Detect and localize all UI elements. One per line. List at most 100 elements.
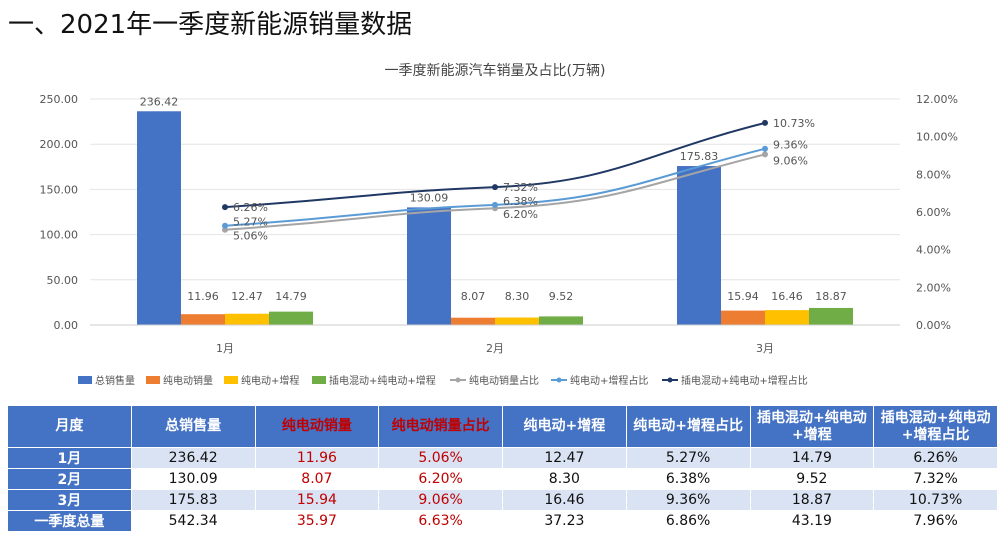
bar-label: 175.83 [680,150,719,163]
column-header: 总销售量 [130,405,256,448]
bar-label: 14.79 [275,290,307,303]
column-header: 纯电动+增程 [502,405,627,448]
table-cell: 15.94 [254,489,380,511]
line-label: 6.26% [233,201,268,214]
bar-1 [721,310,765,325]
line-point [492,201,498,208]
table-cell: 11.96 [254,447,380,469]
bar-label: 236.42 [140,95,179,108]
line-label: 9.06% [773,154,808,167]
bar-0 [677,166,721,325]
table-cell: 2月 [7,468,132,490]
table-cell: 12.47 [502,447,627,469]
y-left-tick: 100.00 [40,229,79,242]
table-cell: 175.83 [130,489,256,511]
column-header: 纯电动销量占比 [378,405,503,448]
legend-marker [455,377,461,383]
bar-label: 9.52 [549,290,574,303]
legend-label: 纯电动+增程 [241,374,299,387]
data-table: 月度 总销售量 纯电动销量 纯电动销量占比 纯电动+增程 纯电动+增程占比 插电混动+纯电动… [7,405,998,532]
table-cell: 9.06% [378,489,503,511]
column-header: 插电混动+纯电动+增程 [749,405,875,448]
legend-label: 插电混动+纯电动+增程占比 [681,374,808,387]
table-cell: 6.20% [378,468,503,490]
sales-chart: 一季度新能源汽车销量及占比(万辆) 0.00 50.00 100.00 150.00 20… [40,62,958,387]
table-cell: 一季度总量 [7,510,132,532]
line-label: 5.06% [233,230,268,243]
bar-1 [451,317,495,325]
x-tick: 2月 [486,342,504,355]
table-cell: 236.42 [130,447,256,469]
table-cell: 35.97 [254,510,380,532]
y-right-tick: 6.00% [916,206,951,219]
table-cell: 6.63% [378,510,503,532]
bar-label: 18.87 [815,290,847,303]
line-point [762,151,768,158]
legend-swatch [312,376,326,384]
table-row: 2月 130.09 8.07 6.20% 8.30 6.38% 9.52 7.32% [7,468,998,490]
legend-label: 总销售量 [95,374,135,387]
bar-2 [765,310,809,325]
line-label: 10.73% [773,117,815,130]
table-cell: 7.32% [873,468,998,490]
y-right-tick: 0.00% [916,319,951,332]
line-point [762,145,768,152]
table-cell: 1月 [7,447,132,469]
legend-label: 纯电动销量 [163,374,213,387]
table-cell: 18.87 [749,489,875,511]
bar-label: 12.47 [231,290,263,303]
y-right-tick: 8.00% [916,168,951,181]
table-cell: 7.96% [873,510,998,532]
table-cell: 37.23 [502,510,627,532]
legend-swatch [78,376,92,384]
column-header: 月度 [7,405,132,448]
legend-marker [556,377,562,383]
table-cell: 5.06% [378,447,503,469]
y-left-tick: 250.00 [40,93,79,106]
bar-2 [225,313,269,325]
bar-3 [539,316,583,325]
y-left-tick: 0.00 [54,319,79,332]
table-cell: 542.34 [130,510,256,532]
bar-label: 16.46 [771,290,803,303]
table-cell: 130.09 [130,468,256,490]
table-cell: 8.07 [254,468,380,490]
table-cell: 14.79 [749,447,875,469]
table-row: 一季度总量 542.34 35.97 6.63% 37.23 6.86% 43.19 7.96… [7,510,998,532]
legend-swatch [146,376,160,384]
bar-3 [269,311,313,325]
bar-1 [181,314,225,325]
line-label: 7.32% [503,181,538,194]
bar-2 [495,317,539,325]
line-label: 9.36% [773,139,808,152]
legend-swatch [224,376,238,384]
legend-marker [667,377,673,383]
table-cell: 9.52 [749,468,875,490]
table-cell: 43.19 [749,510,875,532]
column-header: 纯电动销量 [254,405,380,448]
table-cell: 16.46 [502,489,627,511]
table-cell: 3月 [7,489,132,511]
table-cell: 10.73% [873,489,998,511]
line-label: 6.38% [503,195,538,208]
table-cell: 9.36% [625,489,751,511]
bar-label: 8.30 [505,290,530,303]
bar-label: 8.07 [461,290,486,303]
column-header: 插电混动+纯电动+增程占比 [873,405,998,448]
y-left-tick: 150.00 [40,183,79,196]
line-point [492,184,498,191]
line-point [222,204,228,211]
column-header: 纯电动+增程占比 [625,405,751,448]
legend-label: 插电混动+纯电动+增程 [329,374,436,387]
bar-label: 15.94 [727,290,759,303]
bar-label: 11.96 [187,290,219,303]
y-right-tick: 12.00% [916,93,958,106]
table-row: 1月 236.42 11.96 5.06% 12.47 5.27% 14.79 6.26% [7,447,998,469]
table-cell: 6.38% [625,468,751,490]
y-right-tick: 4.00% [916,244,951,257]
chart-title: 一季度新能源汽车销量及占比(万辆) [385,62,606,79]
x-tick: 1月 [216,342,234,355]
bar-3 [809,307,853,325]
table-cell: 6.26% [873,447,998,469]
line-label: 6.20% [503,208,538,221]
